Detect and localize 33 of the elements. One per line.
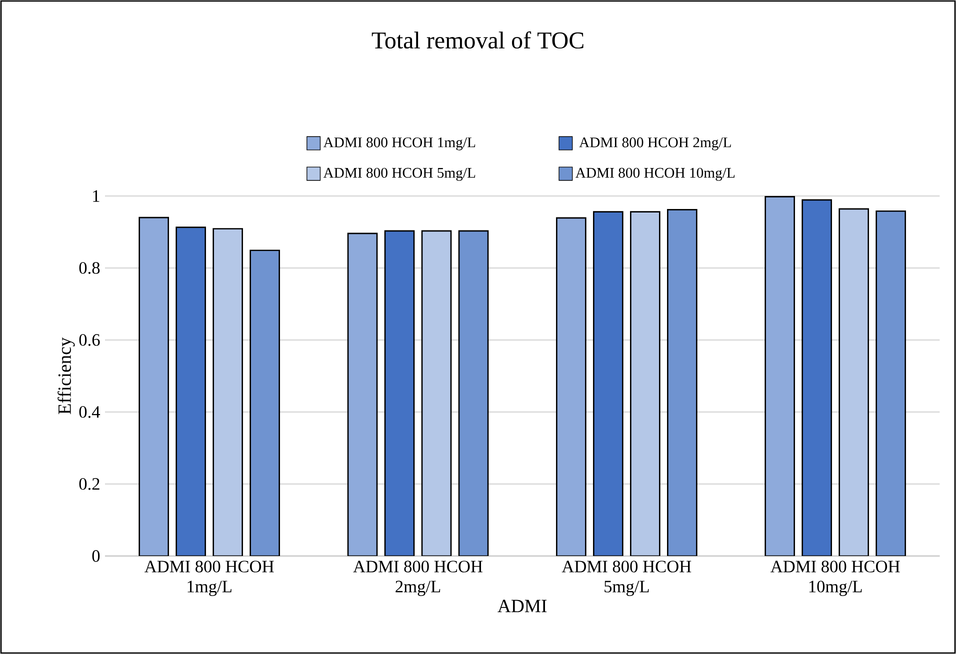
bar xyxy=(138,216,170,556)
x-tick-label: ADMI 800 HCOH 10mg/L xyxy=(770,560,900,596)
bar xyxy=(764,196,796,556)
bar xyxy=(421,230,452,556)
y-tick-label: 0.4 xyxy=(79,406,100,418)
chart-title: Total removal of TOC xyxy=(372,31,584,49)
x-tick-label: ADMI 800 HCOH 5mg/L xyxy=(562,560,692,596)
bar xyxy=(838,208,870,556)
bar xyxy=(384,230,415,556)
bar xyxy=(458,230,489,556)
y-tick-label: 0 xyxy=(92,550,100,562)
bar xyxy=(802,199,832,556)
y-tick-label: 0.2 xyxy=(79,478,100,490)
legend-label: ADMI 800 HCOH 1mg/L xyxy=(323,137,476,150)
bar xyxy=(556,217,586,556)
x-axis-title: ADMI xyxy=(498,600,547,612)
y-tick-label: 0.8 xyxy=(79,262,100,274)
bar xyxy=(593,211,624,556)
bar xyxy=(667,209,698,556)
bar xyxy=(347,232,378,556)
bar xyxy=(212,228,244,556)
bar xyxy=(250,250,280,556)
y-tick-label: 0.6 xyxy=(79,334,100,346)
legend-label: ADMI 800 HCOH 10mg/L xyxy=(575,168,735,181)
legend-label: ADMI 800 HCOH 2mg/L xyxy=(579,137,731,150)
y-tick-label: 1 xyxy=(93,190,100,202)
x-tick-label: ADMI 800 HCOH 2mg/L xyxy=(353,560,482,596)
y-axis-title: Efficiency xyxy=(58,337,75,414)
x-tick-label: ADMI 800 HCOH 1mg/L xyxy=(144,560,274,596)
bar xyxy=(176,226,206,556)
legend-label: ADMI 800 HCOH 5mg/L xyxy=(323,168,476,181)
bar xyxy=(876,210,906,556)
bar xyxy=(630,211,660,556)
